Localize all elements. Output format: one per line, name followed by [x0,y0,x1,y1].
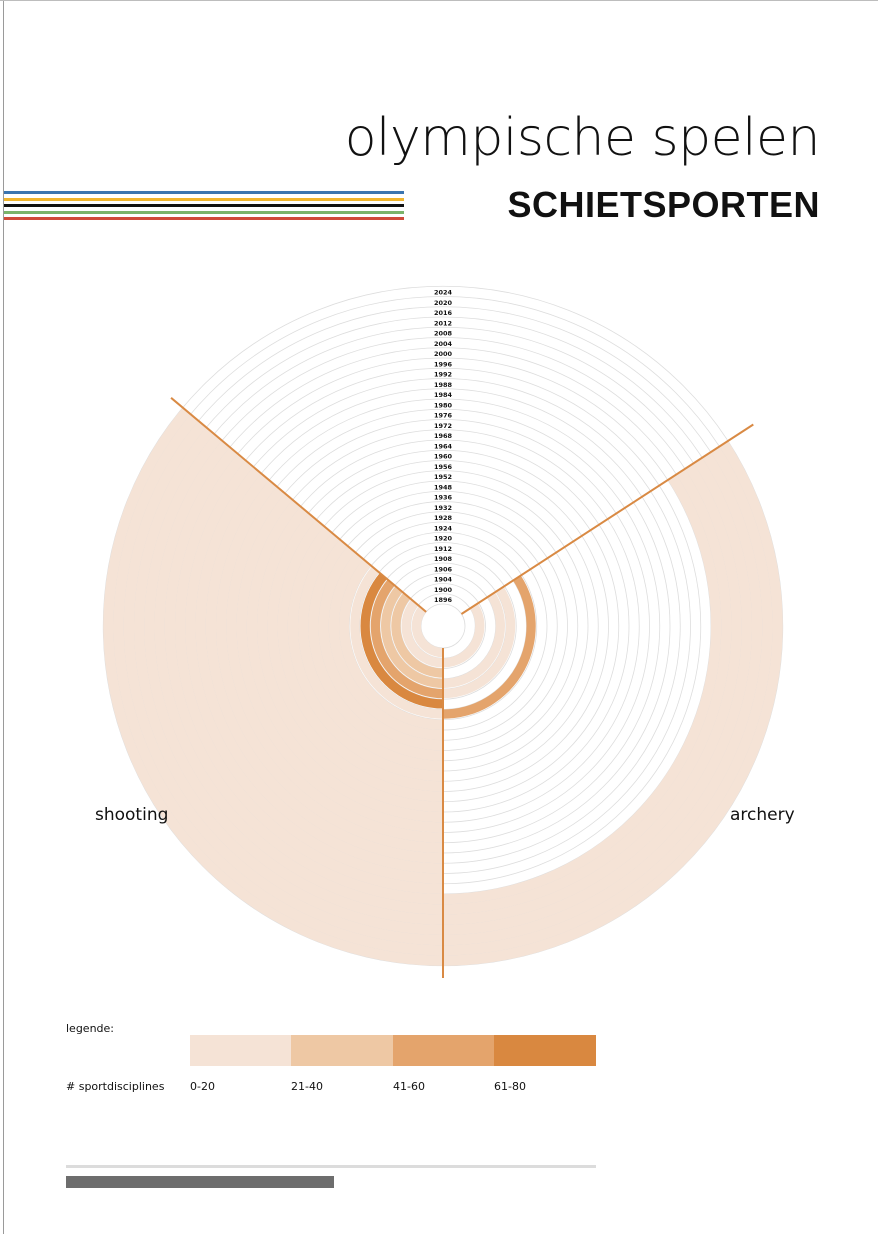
archery-bar [443,603,485,668]
year-tick-label: 2008 [434,330,453,338]
year-tick-label: 1964 [434,442,453,450]
sector-divider [170,397,427,613]
year-tick-label: 1956 [434,463,453,471]
year-tick-label: 1968 [434,432,453,440]
olympic-stripe [4,204,404,207]
shooting-bar [411,605,443,658]
grid-ring [420,603,466,649]
legend-swatch-41-60 [393,1035,495,1066]
shooting-bar [246,499,443,823]
archery-bar [443,592,506,688]
year-tick-label: 1936 [434,494,453,502]
sector-label-shooting: shooting [95,805,168,825]
shooting-bar [308,539,443,761]
olympic-stripe [4,210,404,214]
archery-bar [443,457,753,935]
legend-range-label: 61-80 [494,1080,526,1093]
shooting-bar [328,552,443,741]
year-tick-label: 1984 [434,391,453,399]
year-tick-label: 1988 [434,381,453,389]
shooting-bar [380,586,443,688]
sector-divider [460,423,754,615]
year-tick-label: 1996 [434,360,453,368]
shooting-bar [287,526,443,782]
year-tick-label: 1912 [434,545,452,553]
year-tick-label: 1928 [434,514,453,522]
shooting-bar [236,493,443,833]
shooting-bar [226,486,443,843]
year-tick-label: 1980 [434,401,453,409]
legend-metric-label: # sportdisciplines [66,1080,165,1093]
archery-bar [443,474,722,905]
shooting-bar [350,566,443,719]
archery-bar [443,575,536,719]
shooting-bar [297,532,443,771]
year-tick-label: 1900 [434,586,453,594]
sector-label-archery: archery [730,805,795,825]
year-tick-label: 1896 [434,596,453,604]
year-tick-label: 1992 [434,371,452,379]
year-tick-label: 1952 [434,473,452,481]
shooting-bar [339,559,443,730]
legend-swatch-61-80 [494,1035,596,1066]
page-border [3,0,4,1234]
year-tick-label: 1948 [434,483,453,491]
year-tick-label: 1906 [434,565,453,573]
year-tick-label: 1972 [434,422,452,430]
year-tick-label: 2020 [434,299,453,307]
page-subtitle: SCHIETSPORTEN [507,184,820,225]
shooting-bar [277,519,443,792]
shooting-bar [391,592,443,678]
shooting-bar [267,513,443,802]
year-tick-label: 2000 [434,350,453,358]
archery-bar [443,440,783,966]
year-tick-label: 2012 [434,319,452,327]
shooting-bar [370,579,443,699]
shooting-bar [360,572,443,709]
radial-chart: 1896 1900 1904 1906 1908 1912 1920 1924 1928 1932… [95,285,795,978]
olympic-stripe [4,217,404,220]
archery-bar [443,446,773,956]
archery-bar [443,586,516,699]
legend-range-label: 41-60 [393,1080,425,1093]
year-tick-label: 1976 [434,412,453,420]
archery-bar [443,463,742,925]
archery-bar [443,452,763,946]
year-tick-label: 1904 [434,576,453,584]
archery-bar [443,468,732,915]
shooting-bar [318,545,443,751]
olympic-stripe [4,197,404,201]
year-tick-label: 1908 [434,555,453,563]
legend-title: legende: [66,1022,115,1035]
year-tick-label: 2004 [434,340,453,348]
footer-bar [66,1176,334,1188]
page-title: olympische spelen [344,108,821,168]
page-border-top [0,0,878,1]
year-tick-label: 1932 [434,504,452,512]
legend-range-label: 21-40 [291,1080,323,1093]
year-tick-label: 2024 [434,289,453,297]
footer-divider [66,1165,596,1168]
legend-swatch-0-20 [190,1035,292,1066]
year-tick-label: 1960 [434,453,453,461]
olympic-stripe [4,191,404,194]
shooting-bar [401,599,443,668]
legend-swatch-21-40 [291,1035,393,1066]
year-tick-label: 1920 [434,535,453,543]
year-tick-label: 1924 [434,524,453,532]
legend-range-label: 0-20 [190,1080,215,1093]
year-tick-label: 2016 [434,309,453,317]
shooting-bar [256,506,443,812]
